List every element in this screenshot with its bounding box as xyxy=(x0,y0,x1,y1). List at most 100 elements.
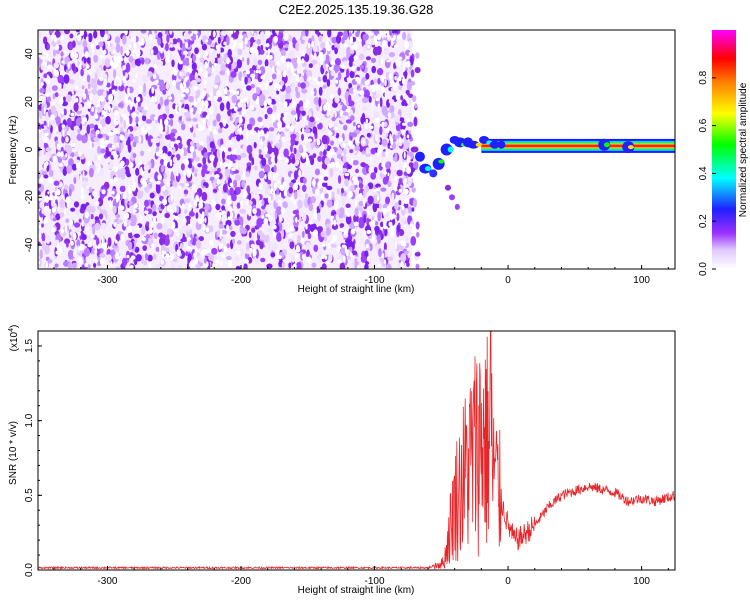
noise-gap xyxy=(258,69,262,74)
noise-blob xyxy=(230,230,236,238)
noise-blob xyxy=(220,138,224,147)
noise-blob xyxy=(196,142,200,149)
snr-x-ticks: -300 -200 -100 0 100 xyxy=(53,566,669,587)
noise-gap xyxy=(150,49,154,55)
noise-gap xyxy=(91,107,95,112)
noise-blob xyxy=(88,167,94,178)
noise-blob xyxy=(69,33,74,39)
noise-gap xyxy=(100,137,105,146)
noise-blob xyxy=(231,62,237,67)
noise-gap xyxy=(263,218,269,225)
noise-blob xyxy=(169,46,176,52)
noise-gap xyxy=(265,42,270,48)
noise-gap xyxy=(151,86,155,94)
noise-gap xyxy=(81,220,84,227)
noise-gap xyxy=(348,161,353,165)
noise-blob xyxy=(141,226,146,235)
noise-blob xyxy=(115,43,121,53)
noise-gap xyxy=(343,229,348,236)
noise-blob xyxy=(114,36,121,44)
noise-gap xyxy=(146,126,151,130)
noise-blob xyxy=(121,185,126,191)
noise-blob xyxy=(273,147,279,157)
noise-blob xyxy=(379,97,383,108)
noise-blob xyxy=(352,159,359,166)
noise-gap xyxy=(233,148,236,155)
noise-gap xyxy=(82,74,87,82)
noise-blob xyxy=(367,195,374,205)
noise-gap xyxy=(323,104,327,112)
noise-blob xyxy=(331,44,335,51)
noise-gap xyxy=(305,98,310,107)
noise-gap xyxy=(38,260,41,265)
noise-blob xyxy=(349,149,354,154)
noise-blob xyxy=(365,72,370,80)
noise-gap xyxy=(365,123,368,130)
noise-blob xyxy=(80,203,87,211)
signal-onset-blob xyxy=(627,145,634,150)
noise-gap xyxy=(143,129,148,135)
y-tick-label: 40 xyxy=(24,48,35,60)
noise-blob xyxy=(381,151,387,157)
noise-gap xyxy=(397,56,403,60)
noise-gap xyxy=(375,97,380,102)
noise-gap xyxy=(60,109,64,115)
noise-blob xyxy=(38,130,42,139)
page-title: C2E2.2025.135.19.36.G28 xyxy=(278,2,434,17)
noise-gap xyxy=(249,247,253,252)
noise-blob xyxy=(221,229,228,235)
noise-blob xyxy=(326,199,333,208)
noise-gap xyxy=(136,224,140,232)
noise-gap xyxy=(403,161,408,168)
noise-gap xyxy=(213,129,217,135)
noise-gap xyxy=(406,155,411,163)
noise-blob xyxy=(105,254,112,262)
noise-blob xyxy=(368,96,372,103)
noise-blob xyxy=(274,154,278,164)
noise-blob xyxy=(365,56,372,61)
noise-gap xyxy=(344,172,350,177)
colorbar-tick-label: 0.6 xyxy=(698,118,709,132)
noise-gap xyxy=(285,33,289,41)
noise-blob xyxy=(246,144,253,154)
signal-onset-blob xyxy=(410,146,419,153)
noise-gap xyxy=(283,111,287,118)
noise-gap xyxy=(157,173,162,181)
noise-gap xyxy=(301,116,307,120)
noise-blob xyxy=(280,228,284,239)
noise-gap xyxy=(80,194,84,200)
noise-gap xyxy=(192,260,196,267)
noise-gap xyxy=(100,257,105,266)
noise-gap xyxy=(202,223,206,231)
noise-gap xyxy=(317,180,322,189)
noise-gap xyxy=(324,255,328,260)
noise-gap xyxy=(83,117,87,122)
noise-blob xyxy=(49,73,53,79)
noise-blob xyxy=(320,41,326,49)
noise-gap xyxy=(100,144,105,149)
noise-blob xyxy=(135,116,139,125)
noise-gap xyxy=(367,209,370,216)
noise-gap xyxy=(214,95,219,100)
noise-blob xyxy=(239,208,246,214)
noise-gap xyxy=(52,33,55,41)
noise-blob xyxy=(382,203,387,209)
noise-blob xyxy=(260,257,266,263)
noise-gap xyxy=(50,101,56,106)
noise-blob xyxy=(80,68,85,77)
noise-blob xyxy=(56,40,61,45)
noise-blob xyxy=(201,43,208,51)
noise-blob xyxy=(115,213,121,219)
noise-gap xyxy=(65,153,68,158)
noise-gap xyxy=(355,36,361,42)
noise-gap xyxy=(120,205,125,211)
noise-blob xyxy=(317,122,323,130)
noise-blob xyxy=(296,238,302,244)
noise-blob xyxy=(185,216,191,227)
noise-gap xyxy=(334,126,338,130)
noise-blob xyxy=(232,238,236,244)
noise-gap xyxy=(382,171,388,175)
noise-blob xyxy=(278,30,285,33)
noise-blob xyxy=(142,245,148,251)
